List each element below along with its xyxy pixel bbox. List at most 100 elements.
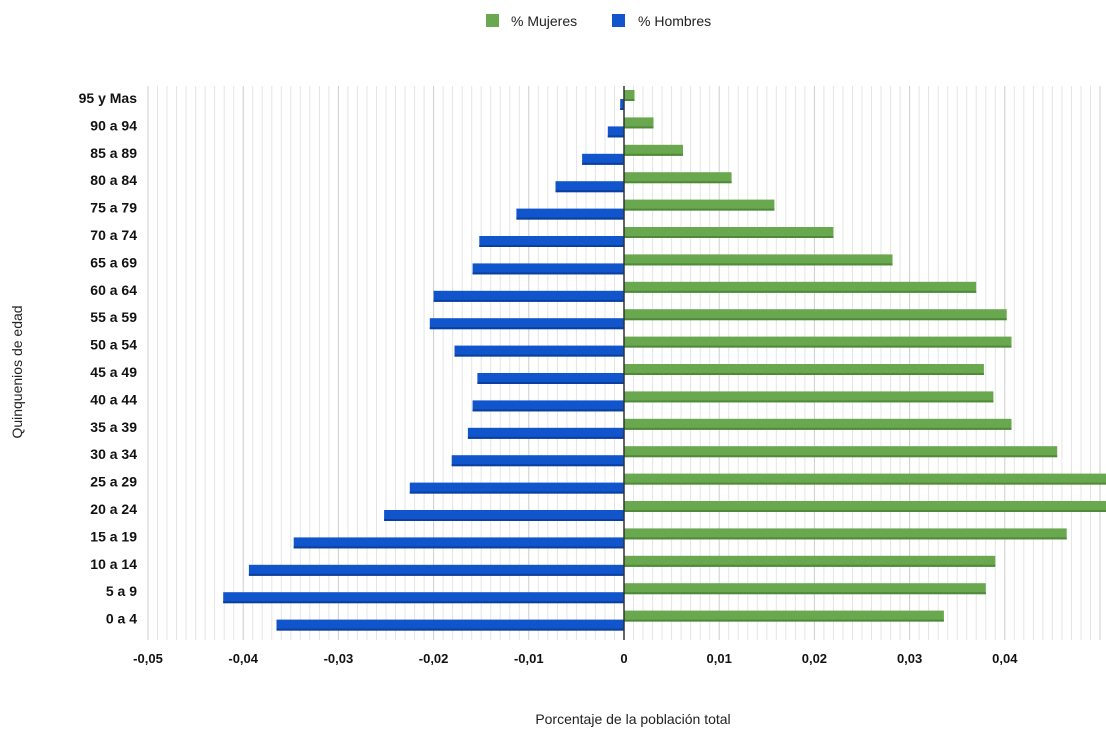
y-tick-label: 25 a 29: [90, 474, 137, 490]
legend: % Mujeres % Hombres: [486, 13, 711, 29]
bar-shadow: [433, 299, 624, 302]
y-tick-label: 15 a 19: [90, 528, 137, 544]
bar-hombres: [454, 345, 624, 357]
y-tick-label: 65 a 69: [90, 254, 137, 270]
bar-hombres: [223, 592, 624, 604]
bar-shadow: [223, 601, 624, 604]
bar-shadow: [477, 382, 624, 384]
bar-mujeres: [624, 254, 893, 266]
bar-shadow: [624, 592, 986, 595]
bar-shadow: [276, 628, 624, 631]
bar-shadow: [454, 354, 624, 357]
x-tick-label: 0,01: [707, 651, 732, 666]
bar-hombres: [451, 455, 624, 467]
bar-hombres: [384, 510, 624, 521]
bar-shadow: [409, 491, 624, 494]
x-tick-label: -0,01: [514, 651, 544, 666]
bar-shadow: [624, 318, 1007, 321]
bar-shadow: [451, 464, 624, 467]
bar-mujeres: [624, 336, 1012, 348]
bar-shadow: [555, 190, 624, 193]
bar-shadow: [624, 126, 654, 129]
bar-shadow: [479, 245, 624, 247]
bar-shadow: [624, 290, 977, 293]
bar-shadow: [624, 263, 893, 266]
bar-shadow: [624, 619, 944, 622]
y-tick-label: 35 a 39: [90, 419, 137, 435]
bar-hombres: [472, 263, 624, 275]
bar-mujeres: [624, 418, 1012, 430]
bar-shadow: [624, 564, 996, 567]
bar-hombres: [409, 482, 624, 494]
x-tick-label: 0,03: [897, 651, 922, 666]
bar-mujeres: [624, 117, 654, 129]
bar-shadow: [472, 272, 624, 275]
bar-mujeres: [624, 364, 984, 375]
bar-hombres: [276, 619, 624, 631]
bar-shadow: [624, 537, 1067, 540]
bar-shadow: [624, 427, 1012, 430]
bar-mujeres: [624, 199, 775, 211]
bar-shadow: [293, 546, 624, 549]
bar-mujeres: [624, 281, 977, 293]
bar-mujeres: [624, 144, 683, 156]
bar-hombres: [620, 99, 624, 110]
legend-swatch-hombres: [612, 14, 625, 27]
bar-hombres: [477, 373, 624, 384]
bar-hombres: [516, 208, 624, 220]
bar-hombres: [293, 537, 624, 549]
y-tick-label: 70 a 74: [90, 227, 137, 243]
y-tick-label: 80 a 84: [90, 172, 137, 188]
x-tick-label: -0,02: [419, 651, 449, 666]
bar-mujeres: [624, 583, 986, 595]
bar-mujeres: [624, 473, 1106, 485]
bar-shadow: [248, 573, 624, 576]
y-tick-label: 95 y Mas: [79, 90, 138, 106]
y-tick-label: 0 a 4: [106, 611, 137, 627]
bar-mujeres: [624, 227, 834, 238]
y-tick-label: 45 a 49: [90, 364, 137, 380]
bar-shadow: [620, 108, 624, 110]
bar-shadow: [516, 217, 624, 220]
bar-hombres: [472, 400, 624, 412]
bar-hombres: [429, 318, 624, 330]
bar-hombres: [433, 290, 624, 302]
axes: -0,05 -0,04 -0,03 -0,02 -0,01 0 0,01 0,02 0,03 0,…: [133, 86, 1018, 666]
bar-shadow: [429, 327, 624, 330]
bar-shadow: [624, 455, 1058, 458]
bar-hombres: [467, 427, 624, 439]
bar-mujeres: [624, 446, 1058, 458]
x-tick-label: 0: [620, 651, 627, 666]
bar-hombres: [555, 181, 624, 193]
bar-shadow: [624, 181, 732, 184]
bar-shadow: [624, 153, 683, 156]
legend-swatch-mujeres: [486, 14, 499, 27]
legend-label-mujeres: % Mujeres: [511, 13, 577, 29]
bar-shadow: [624, 208, 775, 211]
bar-shadow: [624, 345, 1012, 348]
bar-shadow: [472, 409, 624, 412]
bar-mujeres: [624, 391, 994, 403]
x-tick-label: -0,04: [228, 651, 258, 666]
bar-shadow: [384, 519, 624, 521]
x-tick-label: 0,02: [802, 651, 827, 666]
bar-shadow: [582, 162, 624, 165]
bar-shadow: [624, 99, 635, 101]
y-tick-label: 50 a 54: [90, 337, 137, 353]
y-tick-label: 90 a 94: [90, 117, 137, 133]
x-axis-title: Porcentaje de la población total: [535, 711, 730, 727]
bar-mujeres: [624, 528, 1067, 540]
y-tick-label: 55 a 59: [90, 309, 137, 325]
bar-hombres: [479, 236, 624, 247]
y-tick-label: 75 a 79: [90, 200, 137, 216]
legend-label-hombres: % Hombres: [638, 13, 711, 29]
y-tick-label: 85 a 89: [90, 145, 137, 161]
bar-mujeres: [624, 90, 635, 101]
y-tick-label: 40 a 44: [90, 391, 137, 407]
bar-shadow: [624, 482, 1106, 485]
y-tick-label: 20 a 24: [90, 501, 137, 517]
bar-shadow: [624, 236, 834, 238]
x-tick-label: -0,05: [133, 651, 163, 666]
bar-mujeres: [624, 172, 732, 184]
